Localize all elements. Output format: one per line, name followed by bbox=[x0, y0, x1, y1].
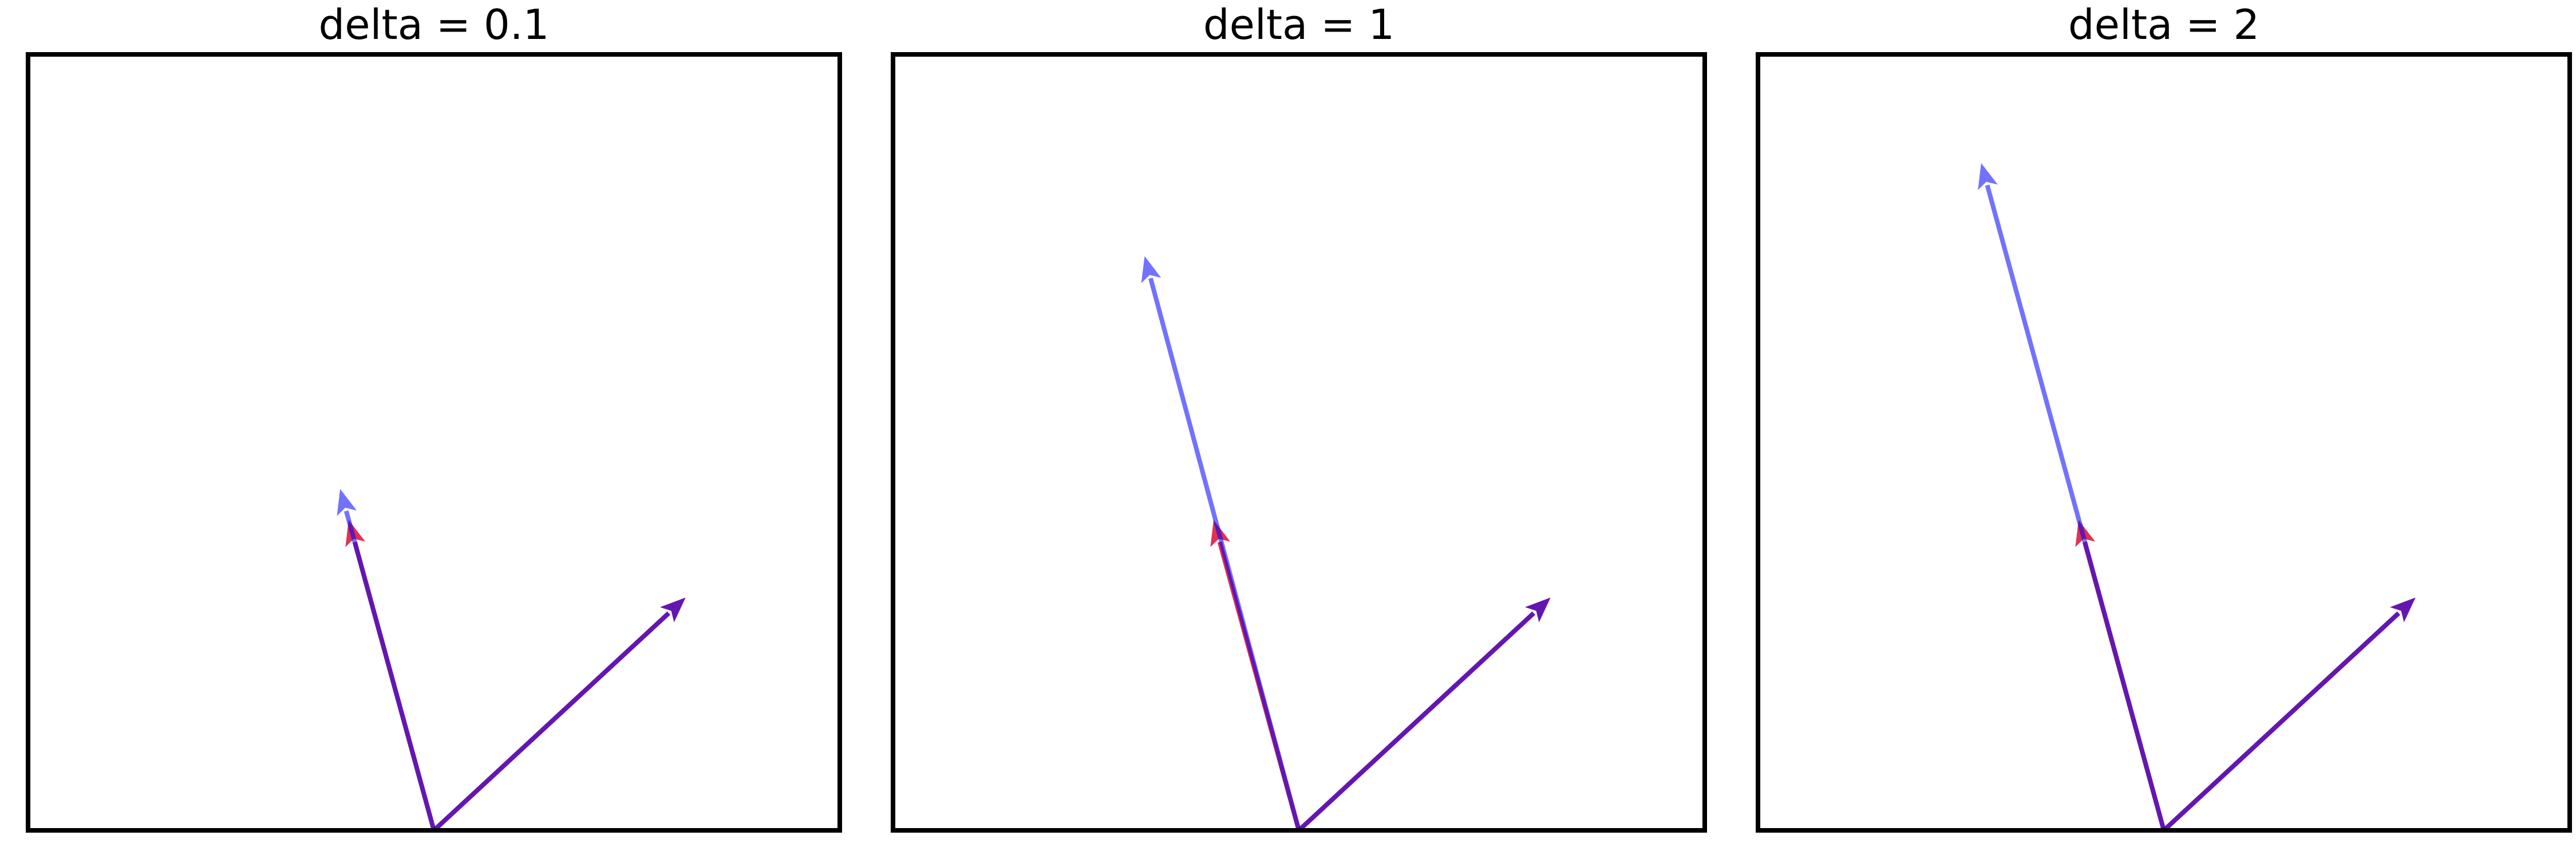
panel-3-title: delta = 2 bbox=[2068, 1, 2259, 49]
panel-1-arrow-blue-2-shaft bbox=[343, 510, 436, 832]
panel-3-frame bbox=[1756, 52, 2572, 833]
panel-1-arrow-blue-1-head bbox=[660, 597, 686, 622]
panel-3-arrow-blue-2-shaft bbox=[1985, 184, 2166, 832]
panel-2-arrow-blue-1 bbox=[1297, 597, 1551, 832]
panel-2: delta = 1 bbox=[891, 1, 1707, 833]
panel-1-arrow-blue-2-head bbox=[337, 488, 357, 516]
panel-1-frame bbox=[26, 52, 842, 833]
panel-3-arrow-blue-2-head bbox=[1978, 163, 1998, 190]
panel-1-arrow-blue-1-shaft bbox=[432, 611, 670, 832]
panel-3-plot-area bbox=[1978, 163, 2416, 832]
panel-1-plot-area bbox=[337, 488, 686, 832]
panel-2-plot-area bbox=[1141, 256, 1551, 832]
panel-2-arrow-blue-1-head bbox=[1525, 597, 1551, 622]
panel-3-arrow-blue-1-head bbox=[2390, 597, 2416, 622]
panel-1-title: delta = 0.1 bbox=[319, 1, 550, 49]
panel-3-arrow-blue-2 bbox=[1978, 163, 2166, 832]
panel-1-arrow-blue-1 bbox=[432, 597, 686, 832]
panel-1-arrow-blue-2 bbox=[337, 488, 436, 832]
panel-2-arrow-blue-2-head bbox=[1141, 256, 1161, 283]
panel-2-frame bbox=[891, 52, 1707, 833]
panel-3-arrow-blue-1-shaft bbox=[2162, 611, 2400, 832]
panel-2-arrow-blue-1-shaft bbox=[1297, 611, 1535, 832]
panel-1: delta = 0.1 bbox=[26, 1, 842, 833]
panel-2-arrow-blue-2-shaft bbox=[1148, 277, 1301, 832]
panel-2-arrow-blue-2 bbox=[1141, 256, 1301, 832]
panel-3: delta = 2 bbox=[1756, 1, 2572, 833]
panel-3-arrow-blue-1 bbox=[2162, 597, 2416, 832]
panel-2-title: delta = 1 bbox=[1203, 1, 1394, 49]
